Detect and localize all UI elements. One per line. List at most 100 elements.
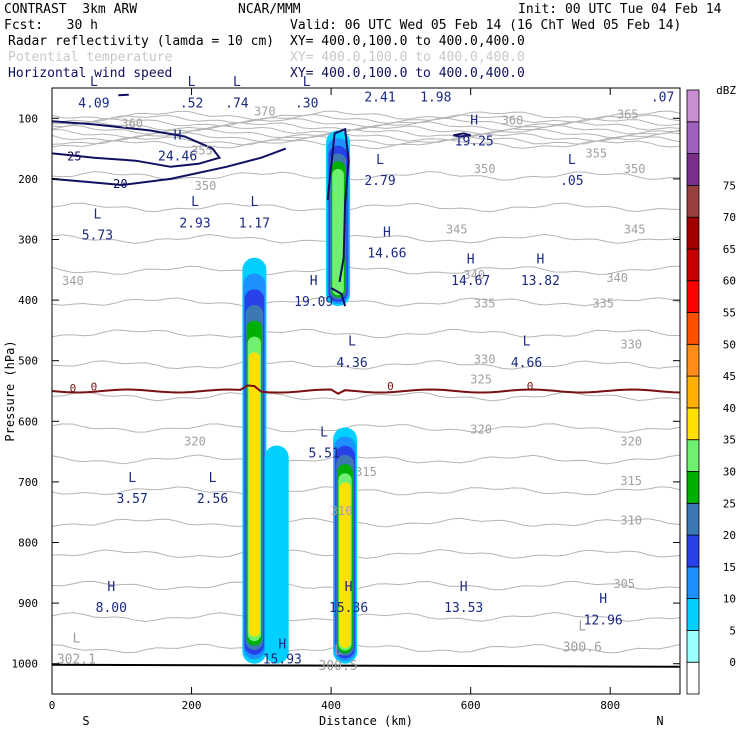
theta-contour-line [52,517,680,528]
wind-contour-line [326,127,350,283]
reflectivity-band [264,445,289,664]
x-tick-label: 800 [600,699,620,712]
colorbar-swatch [686,630,700,663]
extremum-marker: L [376,153,384,168]
extremum-value: 2.93 [179,216,210,231]
colorbar-swatch [686,184,700,218]
theta-contour-line [52,643,680,654]
extremum-value: 300.5 [319,659,358,674]
extremum-marker: H [107,580,115,595]
wind-contour-line [52,120,222,168]
zero-line-label: 0 [527,380,534,393]
extremum-value: 2.56 [197,492,228,507]
y-tick-label: 1000 [12,658,39,671]
x-end-label-right: N [656,714,663,728]
theta-contour-line [52,170,680,181]
colorbar-label: 70 [723,211,736,224]
theta-contour-line [52,135,680,146]
theta-contour-line [52,110,680,120]
colorbar-swatch [686,153,700,186]
field-reflectivity-xy: XY= 400.0,100.0 to 400.0,400.0 [290,34,525,49]
extremum-marker: L [128,471,136,486]
theta-contour-line [52,328,680,339]
reflectivity-band [248,352,260,637]
extremum-marker: L [90,75,98,90]
extremum-value: .52 [180,96,203,111]
extremum-value: .74 [225,96,249,111]
colorbar-swatch [686,502,700,536]
field-reflectivity: Radar reflectivity (lamda = 10 cm) [8,34,275,49]
theta-contour-line [52,611,680,623]
colorbar-label: 65 [723,243,736,256]
ground-line [52,663,680,668]
theta-contour-line [52,549,680,559]
colorbar-swatch [686,248,700,282]
colorbar-swatch [686,343,700,377]
y-tick-label: 800 [18,537,38,550]
extremum-marker: H [278,638,286,653]
extremum-value: 302.1 [57,653,96,668]
colorbar-label: 40 [723,402,736,415]
theta-contour-line [52,360,680,370]
theta-contour-label: 305 [613,577,635,591]
extremum-marker: L [568,153,576,168]
valid-time: Valid: 06 UTC Wed 05 Feb 14 (16 ChT Wed … [290,18,682,33]
extremum-value: .05 [560,174,583,189]
extremum-marker: L [578,619,586,634]
x-tick-label: 0 [49,699,56,712]
theta-contour-line [52,139,680,150]
extremum-value: 1.98 [420,90,451,105]
theta-contour-line [52,580,680,591]
colorbar-label: 15 [723,561,736,574]
extremum-marker: L [348,335,356,350]
wind-contour-line [52,147,287,187]
colorbar-label: 60 [723,275,736,288]
init-time: Init: 00 UTC Tue 04 Feb 14 [518,2,722,17]
theta-contour-line [52,486,680,496]
reflectivity-cells [242,130,358,664]
extremum-marker: L [209,471,217,486]
colorbar-swatch [686,534,700,568]
extremum-marker: L [233,75,241,90]
wind-contour-label: 25 [67,150,81,164]
forecast-hour: Fcst: 30 h [4,18,98,33]
theta-contour-label: 345 [446,222,468,236]
theta-contour-label: 355 [191,144,213,158]
colorbar-swatch [686,566,700,599]
colorbar-label: 50 [723,338,736,351]
colorbar: 0 5 10 15 20 25 30 35 40 45 50 55 60 65 70 75 dBZ [686,84,736,695]
extremum-value: 4.66 [511,356,542,371]
extremum-marker: H [599,592,607,607]
extremum-value: 8.00 [96,601,127,616]
extremum-value: 5.73 [82,229,113,244]
extremum-value: 4.36 [336,356,367,371]
y-tick-label: 400 [18,294,38,307]
extremum-marker: H [536,253,544,268]
contour-labels: 360 355 350 340 370 360 365 355 350 350 345 345 340 3… [57,75,675,674]
x-axis-label: Distance (km) [319,714,413,728]
theta-contour-label: 310 [331,504,353,518]
theta-contour-line [52,296,680,307]
field-theta: Potential temperature [8,50,173,65]
extremum-value: 13.53 [444,601,483,616]
extremum-value: 1.17 [239,216,270,231]
theta-contour-label: 335 [592,296,614,310]
extremum-marker: H [460,580,468,595]
colorbar-label: 5 [729,624,736,637]
extremum-marker: L [320,425,328,440]
wind-contours [52,93,471,307]
colorbar-label: 25 [723,497,736,510]
extremum-value: 12.96 [584,613,623,628]
colorbar-unit: dBZ [716,84,736,97]
y-tick-label: 300 [18,234,38,247]
extremum-value: 14.67 [451,274,490,289]
extremum-value: 5.51 [308,447,339,462]
extremum-marker: L [250,195,258,210]
theta-contour-line [52,128,680,139]
reflectivity-band [332,168,344,296]
y-axis-label: Pressure (hPa) [3,340,17,441]
theta-contour-label: 345 [624,222,646,236]
wind-contour-line [118,93,129,97]
extremum-value: .07 [651,90,674,105]
colorbar-swatch [686,312,700,345]
